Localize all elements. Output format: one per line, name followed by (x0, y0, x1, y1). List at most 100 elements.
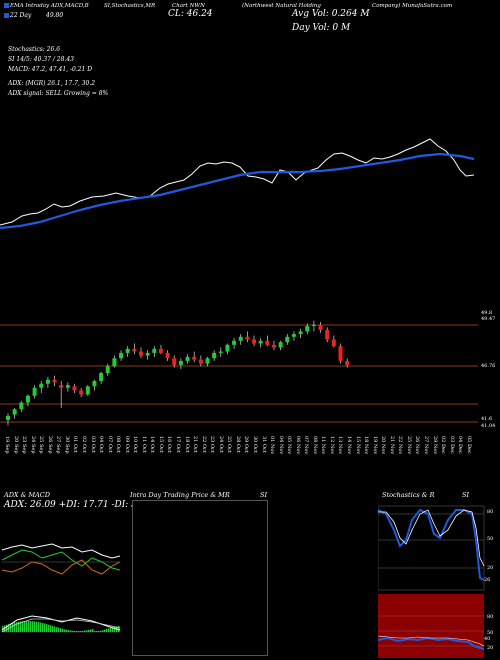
candle-body (165, 352, 170, 359)
rsi-line (378, 636, 485, 650)
macd-histogram-bar (102, 630, 104, 632)
candle-body (158, 348, 163, 353)
candle-body (258, 340, 263, 344)
rsi-level-50: 50 (487, 630, 494, 636)
macd-histogram-bar (34, 621, 36, 632)
chart-header: EMA Intraday ADX,MACD,B (4, 3, 89, 9)
header-text-4: (Northwest Natural Holding (242, 3, 321, 9)
adx-series-line (2, 559, 120, 575)
date-tick-label: 13 Nov (337, 436, 344, 455)
date-axis: 19 Sep 20 Sep 23 Sep 24 Sep 25 Sep 26 Sep 27 S… (0, 436, 480, 480)
candle-body (12, 409, 17, 415)
candle-body (212, 352, 217, 359)
candle-body (278, 342, 283, 348)
candle-body (39, 383, 44, 388)
adx-signal-readout: ADX signal: SELL Growing = 8% (8, 90, 109, 97)
date-tick-label: 25 Sep (38, 436, 45, 454)
macd-histogram-bar (112, 627, 114, 632)
main-price-chart (0, 138, 478, 426)
macd-histogram-bar (20, 621, 22, 632)
macd-histogram-bar (110, 627, 112, 632)
date-tick-label: 10 Oct (132, 436, 139, 453)
price-level-mid: 46.76 (481, 363, 496, 369)
date-tick-label: 05 Nov (286, 436, 293, 455)
macd-histogram-bar (106, 628, 108, 632)
date-tick-label: 30 Oct (251, 436, 258, 453)
candle-body (252, 339, 257, 344)
macd-histogram-bar (104, 629, 106, 632)
candle-body (65, 385, 70, 388)
date-tick-label: 23 Oct (209, 436, 216, 453)
stoch-k-line (378, 508, 485, 581)
date-tick-label: 12 Nov (328, 436, 335, 455)
macd-histogram-bar (66, 629, 68, 632)
candle-body (285, 336, 290, 343)
macd-histogram-bar (10, 623, 12, 632)
date-tick-label: 30 Sep (63, 436, 70, 454)
macd-histogram-bar (82, 630, 84, 632)
adx-series-line (2, 543, 120, 559)
macd-histogram-bar (58, 627, 60, 632)
stoch-panel-title: Stochastics & R (382, 491, 435, 499)
price-level-top-a: 49.8 (481, 310, 493, 316)
macd-histogram-bar (80, 630, 82, 632)
macd-readout: MACD: 47.2, 47.41, -0.21 D (8, 66, 93, 73)
price-line (0, 138, 475, 226)
macd-histogram-bar (14, 622, 16, 632)
candle-body (119, 352, 124, 359)
header-text-5: Company) MunafaSutra.com (372, 3, 453, 9)
stoch-frame (378, 505, 485, 591)
stoch-d-line (378, 509, 485, 567)
adx-macd-panel (2, 500, 120, 656)
date-tick-label: 18 Nov (363, 436, 370, 455)
macd-histogram-bar (18, 621, 20, 632)
avg-volume-label: Avg Vol: 0.264 M (292, 9, 370, 19)
candle-body (272, 344, 276, 348)
candle-body (245, 336, 250, 340)
candle-body (198, 359, 203, 364)
date-tick-label: 01 Nov (269, 436, 276, 455)
adx-panel-title: ADX & MACD (4, 491, 50, 499)
date-tick-label: 19 Nov (371, 436, 378, 455)
date-tick-label: 24 Sep (29, 436, 36, 454)
date-tick-label: 08 Nov (311, 436, 318, 455)
candle-body (172, 358, 177, 365)
stoch-level-50: 50 (487, 536, 494, 542)
date-tick-label: 08 Oct (115, 436, 122, 453)
macd-histogram-bar (60, 628, 62, 632)
date-tick-label: 02 Oct (80, 436, 87, 453)
candle-body (265, 340, 270, 345)
header-text-3: Chart NWN (172, 3, 205, 9)
date-tick-label: 03 Oct (89, 436, 96, 453)
macd-histogram-bar (72, 630, 74, 632)
date-tick-label: 09 Oct (123, 436, 130, 453)
ema-22-text: 22 Day (10, 12, 32, 19)
candle-body (298, 331, 303, 335)
rsi-level-80: 80 (487, 614, 494, 620)
date-tick-label: 16 Oct (166, 436, 173, 453)
intraday-panel (132, 500, 268, 656)
macd-histogram-bar (86, 630, 88, 632)
macd-histogram-bar (30, 621, 32, 632)
ema-22-label: 22 Day (4, 12, 31, 19)
price-level-low-b: 41.04 (481, 423, 496, 429)
macd-histogram-bar (56, 627, 58, 632)
date-tick-label: 15 Oct (157, 436, 164, 453)
day-volume-label: Day Vol: 0 M (292, 23, 351, 33)
candle-body (139, 351, 143, 356)
date-tick-label: 22 Oct (200, 436, 207, 453)
ema-49-label: 49.80 (46, 12, 64, 19)
macd-histogram-bar (24, 621, 26, 632)
date-tick-label: 29 Oct (243, 436, 250, 453)
date-tick-label: 17 Oct (175, 436, 181, 453)
candle-body (318, 324, 323, 331)
date-tick-label: 02 Dec (440, 436, 447, 454)
macd-histogram-bar (84, 630, 86, 632)
date-tick-label: 04 Dec (457, 436, 464, 454)
candle-body (152, 348, 157, 353)
date-tick-label: 07 Oct (106, 436, 113, 453)
macd-histogram-bar (98, 631, 100, 632)
candle-body (345, 360, 350, 365)
macd-histogram-bar (46, 624, 48, 632)
price-level-low-a: 41.6 (481, 416, 493, 422)
